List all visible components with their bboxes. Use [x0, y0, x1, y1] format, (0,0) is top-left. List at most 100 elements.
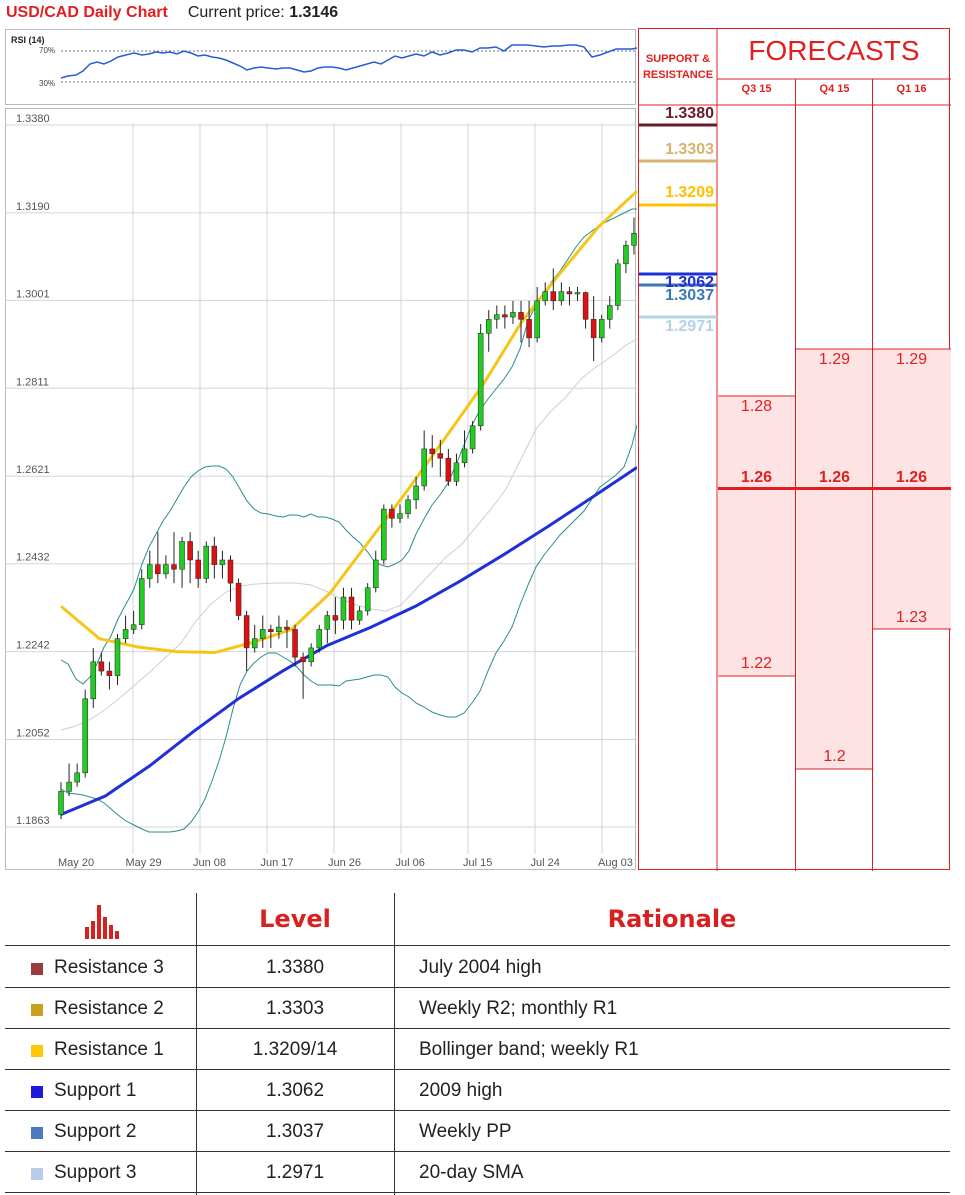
- q4-upper-range: [796, 349, 873, 488]
- level-color-swatch: [31, 963, 43, 975]
- candle-body-up: [453, 462, 460, 482]
- candle: [526, 300, 532, 348]
- level-color-swatch: [31, 1004, 43, 1016]
- candle: [332, 597, 339, 635]
- candle: [542, 282, 548, 306]
- candle: [179, 536, 185, 588]
- candle-body-up: [66, 781, 72, 792]
- candle: [219, 550, 226, 579]
- candle: [421, 430, 427, 491]
- candle-body-up: [623, 245, 629, 265]
- candle-body-down: [211, 545, 218, 565]
- y-tick-label: 1.2432: [16, 552, 50, 564]
- candle-body-down: [526, 319, 532, 339]
- candle: [243, 610, 250, 672]
- col-q4-15: Q4 15: [819, 83, 850, 95]
- x-tick-label: May 20: [58, 857, 94, 869]
- candle: [631, 217, 637, 255]
- candle: [437, 439, 444, 477]
- y-axis-labels: 1.3380 1.3190 1.3001 1.2811 1.2621 1.2432 1.22…: [16, 113, 50, 827]
- candle: [130, 610, 137, 635]
- candle-body-down: [155, 564, 161, 575]
- candle-body-down: [550, 291, 557, 302]
- level-rationale: July 2004 high: [419, 957, 542, 978]
- candle-body-up: [74, 772, 80, 783]
- col-q1-16: Q1 16: [896, 83, 927, 95]
- candle: [469, 421, 476, 454]
- col-q3-15: Q3 15: [741, 83, 772, 95]
- candle-body-up: [276, 626, 282, 632]
- level-header: Level: [259, 905, 331, 933]
- level-value: 1.2971: [265, 1162, 325, 1183]
- y-tick-label: 1.3190: [16, 201, 50, 213]
- candle-body-up: [308, 647, 314, 663]
- candle-body-up: [114, 638, 121, 676]
- q1-lower-range: [873, 489, 951, 629]
- candle-body-up: [381, 508, 387, 561]
- candle: [292, 624, 298, 667]
- candle: [566, 286, 573, 306]
- q3-upper-range: [718, 396, 796, 488]
- q4-current-value: 1.26: [818, 469, 851, 486]
- candle: [485, 310, 492, 352]
- candle-body-down: [98, 661, 105, 672]
- level-rationale: 2009 high: [419, 1080, 503, 1101]
- level-rationale: Bollinger band; weekly R1: [419, 1039, 639, 1060]
- candle: [90, 647, 97, 709]
- q3-current-value: 1.26: [740, 469, 773, 486]
- support-1-label: 1.3062: [665, 274, 714, 291]
- candle-body-down: [389, 508, 395, 519]
- candle: [477, 323, 484, 431]
- candle-body-up: [477, 332, 484, 427]
- x-tick-label: Jul 24: [531, 857, 560, 869]
- candle-body-down: [437, 453, 444, 459]
- levels-table: Level Rationale Resistance 3 1.3380 July 2…: [5, 893, 950, 1195]
- x-tick-label: Jul 15: [463, 857, 492, 869]
- candle-body-down: [235, 582, 242, 616]
- candle-body-up: [147, 564, 153, 579]
- y-tick-label: 1.2242: [16, 640, 50, 652]
- table-row: Support 2 1.3037 Weekly PP: [5, 1111, 950, 1152]
- q4-low-value: 1.2: [823, 748, 846, 765]
- candle-body-down: [502, 314, 508, 318]
- candle-body-up: [138, 578, 145, 626]
- candle: [590, 296, 597, 362]
- q1-high-value: 1.29: [895, 351, 928, 368]
- resistance-1-label: 1.3209: [665, 184, 714, 201]
- candle: [397, 504, 403, 523]
- level-color-swatch: [31, 1168, 43, 1180]
- candle: [74, 763, 80, 787]
- candle-body-up: [469, 425, 476, 450]
- candle: [235, 578, 242, 621]
- candle-body-up: [607, 305, 613, 320]
- x-tick-label: Jul 06: [396, 857, 425, 869]
- candle-body-up: [485, 319, 492, 334]
- rsi-70-label: 70%: [39, 46, 55, 55]
- candle-body-up: [494, 314, 500, 320]
- level-name: Resistance 3: [54, 957, 164, 978]
- table-row: Resistance 1 1.3209/14 Bollinger band; wee…: [5, 1029, 950, 1070]
- candle-body-down: [243, 615, 250, 649]
- level-value: 1.3303: [265, 998, 325, 1019]
- candle-body-down: [227, 559, 234, 584]
- candle: [211, 536, 218, 579]
- candle: [227, 555, 234, 602]
- candle-body-up: [340, 596, 347, 621]
- forecasts-title: FORECASTS: [748, 35, 920, 66]
- current-price-value: 1.3146: [289, 4, 339, 21]
- candle: [558, 282, 565, 306]
- candle: [284, 620, 290, 648]
- level-color-swatch: [31, 1127, 43, 1139]
- candle: [623, 240, 629, 274]
- candle: [260, 615, 266, 648]
- x-tick-label: Aug 03: [598, 857, 633, 869]
- candle-body-down: [518, 312, 524, 320]
- q4-lower-range: [796, 489, 873, 769]
- resistance-2-label: 1.3303: [665, 141, 714, 158]
- main-chart: 1.3380 1.3190 1.3001 1.2811 1.2621 1.2432 1.22…: [5, 108, 637, 870]
- candle-body-up: [82, 698, 88, 774]
- candle: [510, 300, 516, 324]
- sma-50-line: [60, 190, 637, 655]
- moving-averages: [60, 190, 637, 816]
- candle-body-up: [130, 624, 137, 630]
